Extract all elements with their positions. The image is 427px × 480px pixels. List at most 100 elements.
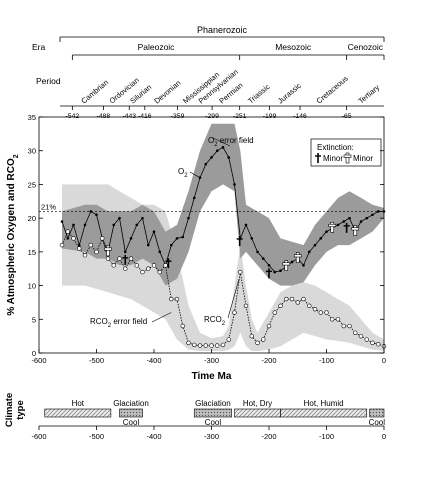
major-extinction-2 [236, 235, 243, 246]
era-group: Paleozoic Mesozoic Cenozoic [71, 42, 385, 60]
climate-label-4: Cool [205, 418, 222, 427]
climate-band-6 [280, 408, 368, 418]
o2-point-38 [279, 269, 282, 273]
climate-strip: Climate type Hot Glaciation Cool Glaciation… [4, 393, 386, 441]
o2-point-27 [215, 149, 219, 153]
rco2-point-40 [289, 296, 295, 302]
rco2-error-field-leader [151, 312, 172, 323]
climate-label-6: Hot, Humid [304, 399, 344, 408]
o2-series-label: O2 [178, 167, 188, 179]
o2-point-52 [359, 220, 363, 223]
o2-point-28 [221, 146, 225, 149]
climate-label-1: Glaciation [113, 399, 149, 408]
y-axis-ticks: 0 5 10 15 20 25 30 35 [28, 113, 384, 358]
climate-band-7 [369, 408, 385, 418]
o2-point-0 [60, 220, 64, 223]
climate-band-0 [44, 408, 112, 418]
rco2-point-28 [220, 342, 226, 348]
climate-label-0: Hot [72, 399, 85, 408]
rco2-point-17 [157, 269, 162, 275]
o2-point-34 [256, 250, 259, 254]
rco2-point-53 [364, 337, 369, 342]
o2-point-10 [118, 216, 121, 220]
climate-axis-ticks: -600 -500 -400 -300 -200 -100 0 [31, 426, 386, 441]
o2-point-48 [336, 223, 340, 227]
rco2-point-37 [272, 310, 277, 315]
period-label-0: Cambrian [79, 78, 110, 106]
rco2-point-10 [117, 256, 122, 261]
minor-extinction-0 [104, 245, 112, 257]
rco2-point-49 [341, 323, 346, 329]
o2-point-25 [204, 162, 208, 166]
series-line-1 [61, 230, 385, 347]
x-tick-label-2: -400 [146, 356, 161, 365]
y-tick-label-6: 30 [28, 147, 36, 156]
boundary-label-5: -299 [205, 113, 219, 120]
o2-series-leader [189, 171, 201, 178]
o2-point-42 [302, 264, 305, 267]
o2-point-35 [261, 257, 265, 260]
rco2-series-leader [227, 278, 240, 319]
error-bands [62, 123, 384, 351]
rco2-point-11 [123, 266, 128, 271]
boundary-label-9: -65 [342, 113, 352, 120]
o2-point-45 [319, 237, 323, 240]
rco2-point-42 [301, 296, 306, 302]
rco2-point-2 [71, 236, 76, 241]
o2-point-3 [77, 243, 81, 247]
rco2-point-9 [111, 263, 116, 268]
rco2-point-25 [203, 343, 208, 348]
rco2-point-7 [100, 236, 105, 241]
minor-extinction-4 [351, 225, 360, 236]
o2-point-1 [66, 237, 70, 240]
o2-point-53 [365, 216, 369, 220]
extinction-markers [104, 221, 360, 279]
rco2-point-13 [134, 263, 139, 268]
rco2-point-52 [358, 333, 364, 339]
x-axis-label: Time Ma [192, 371, 232, 382]
rco2-point-26 [209, 343, 214, 348]
boundary-label-8: -146 [293, 113, 307, 120]
o2-point-30 [233, 183, 236, 186]
rco2-point-18 [163, 263, 168, 268]
rco2-point-34 [255, 340, 260, 346]
climate-label-2: Cool [123, 418, 140, 427]
rco2-point-24 [197, 343, 203, 348]
plot-area: 21% O2 error field O2 RCO2 RCO2 error fi… [39, 123, 387, 351]
y-tick-label-4: 20 [28, 214, 36, 223]
rco2-point-21 [180, 323, 185, 329]
rco2-point-0 [59, 242, 65, 248]
period-label-3: Devonian [152, 78, 182, 105]
climate-tick-label-5: -100 [319, 432, 334, 441]
major-extinction-1 [165, 258, 172, 269]
o2-point-40 [290, 260, 294, 264]
geologic-timescale: Phanerozoic Era Paleozoic Mesozoic Cenozoi… [32, 25, 385, 120]
o2-point-43 [307, 250, 311, 254]
climate-bands: Hot Glaciation Cool Glaciation Cool Hot, Dry H… [44, 399, 385, 427]
boundary-label-0: -542 [66, 113, 80, 120]
rco2-point-4 [82, 253, 88, 258]
climate-label-3: Glaciation [195, 399, 231, 408]
era-label-0: Paleozoic [138, 42, 176, 52]
x-tick-label-3: -300 [204, 356, 219, 365]
extinction-legend: Extinction: Minor Minor [310, 138, 382, 167]
era-header: Era [32, 42, 46, 52]
rco2-point-22 [186, 340, 191, 346]
climate-tick-label-2: -400 [146, 432, 161, 441]
error-band-0 [62, 123, 384, 286]
rco2-point-23 [192, 342, 197, 348]
rco2-point-43 [307, 303, 312, 308]
o2-point-11 [123, 250, 127, 254]
y-tick-label-5: 25 [28, 180, 36, 189]
rco2-point-3 [77, 246, 82, 251]
period-label-10: Tertiary [357, 83, 382, 106]
rco2-error-field-label: RCO2 error field [90, 317, 147, 329]
o2-point-21 [181, 235, 185, 239]
major-extinction-4 [343, 222, 350, 233]
period-header: Period [36, 76, 61, 86]
x-tick-label-0: -600 [31, 356, 46, 365]
rco2-point-30 [232, 310, 237, 315]
period-label-7: Triassic [246, 82, 272, 105]
rco2-point-38 [278, 303, 283, 308]
